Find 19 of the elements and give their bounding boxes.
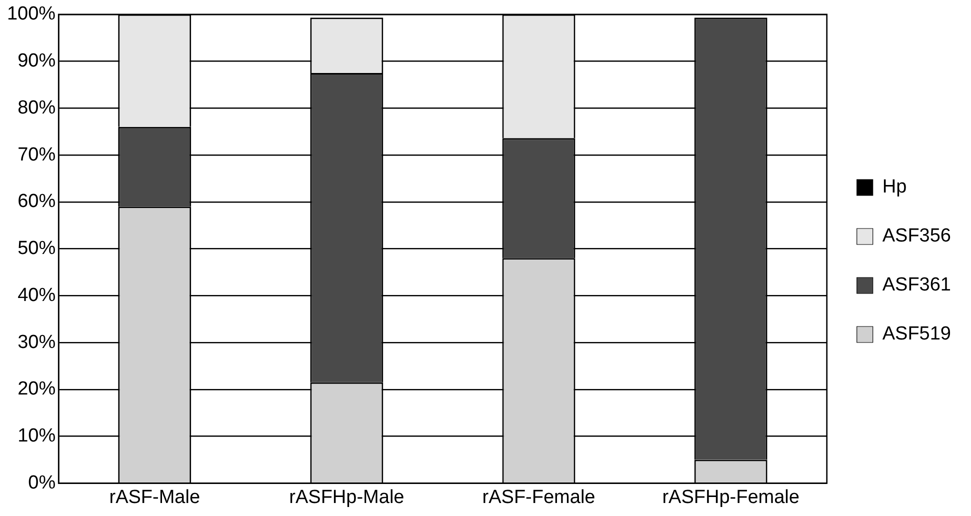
x-tick-label: rASF-Female [482, 486, 596, 508]
y-tick-label: 0% [28, 472, 56, 494]
legend-label: ASF519 [882, 324, 952, 345]
y-tick-label: 80% [18, 97, 56, 118]
y-tick-label: 10% [18, 426, 56, 447]
legend-label: Hp [882, 176, 907, 198]
y-tick-label: 20% [18, 378, 56, 400]
y-tick-label: 60% [18, 191, 56, 212]
x-tick-label: rASFHp-Male [289, 486, 404, 508]
y-tick-label: 50% [18, 238, 56, 260]
y-tick-label: 30% [18, 332, 56, 353]
legend-label: ASF356 [882, 226, 952, 247]
legend-label: ASF361 [882, 274, 952, 296]
x-tick-label: rASF-Male [109, 486, 200, 508]
y-tick-label: 90% [18, 50, 56, 72]
y-tick-label: 40% [18, 284, 56, 306]
y-tick-label: 100% [6, 4, 56, 25]
y-tick-label: 70% [18, 144, 56, 166]
x-tick-label: rASFHp-Female [662, 486, 800, 508]
